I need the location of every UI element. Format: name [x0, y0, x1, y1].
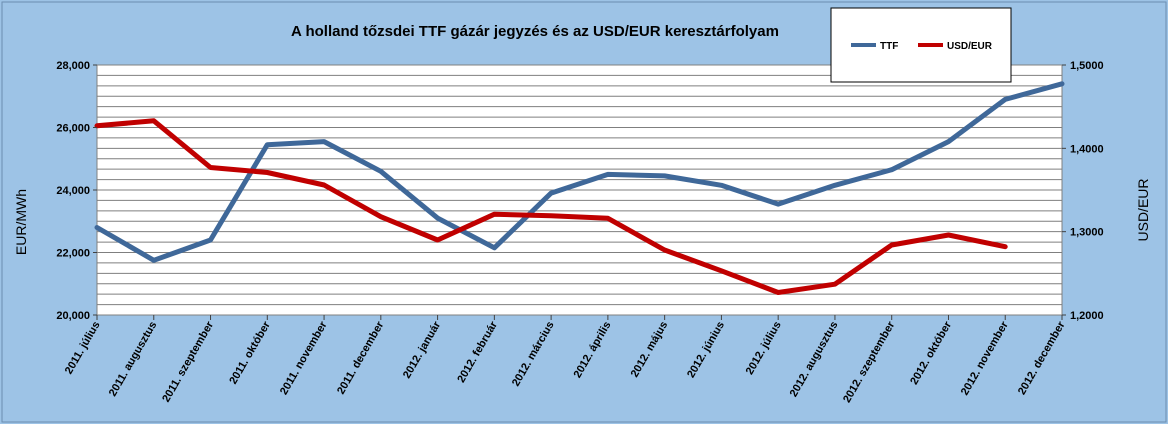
y-axis-left-label: EUR/MWh — [13, 189, 29, 255]
legend-label-usdeur: USD/EUR — [947, 41, 993, 52]
chart-title: A holland tőzsdei TTF gázár jegyzés és a… — [291, 23, 779, 40]
legend: TTF USD/EUR — [830, 7, 1012, 83]
y-axis-right-label: USD/EUR — [1135, 178, 1151, 241]
y-left-tick-label: 20,000 — [56, 310, 90, 322]
y-left-tick-label: 26,000 — [56, 123, 90, 135]
y-right-tick-label: 1,5000 — [1070, 60, 1104, 72]
series-line-usdeur — [94, 118, 1008, 295]
legend-label-ttf: TTF — [880, 41, 898, 52]
y-right-tick-label: 1,2000 — [1070, 310, 1104, 322]
y-left-tick-label: 24,000 — [56, 185, 90, 197]
series-line-ttf — [94, 81, 1065, 263]
y-left-tick-label: 28,000 — [56, 60, 90, 72]
y-left-tick-label: 22,000 — [56, 248, 90, 260]
y-right-tick-label: 1,4000 — [1070, 143, 1104, 155]
y-right-tick-label: 1,3000 — [1070, 227, 1104, 239]
